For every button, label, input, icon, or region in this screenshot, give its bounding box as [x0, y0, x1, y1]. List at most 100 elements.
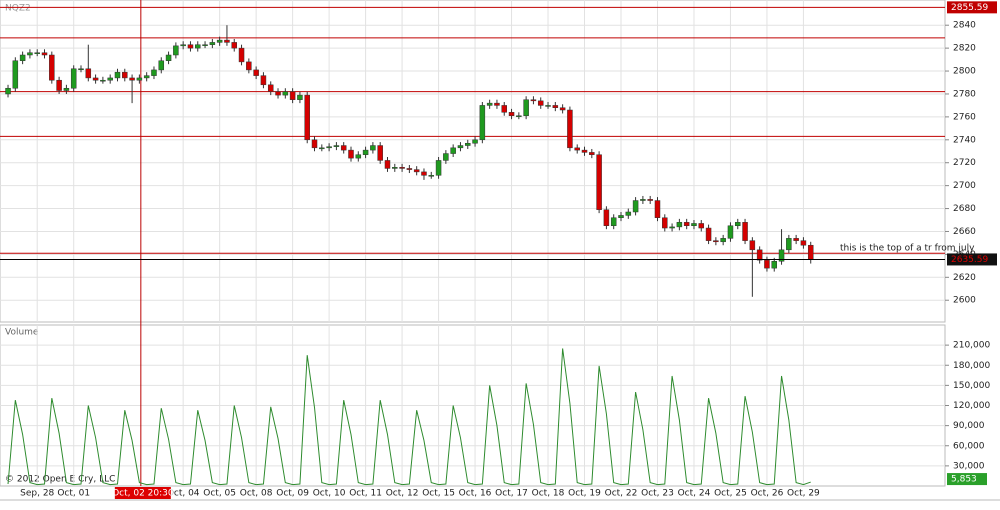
y-tick-label: 2820	[953, 44, 976, 54]
candle-body	[625, 211, 632, 216]
candle-body	[370, 145, 376, 151]
candle-body	[333, 145, 340, 147]
candle-body	[764, 259, 770, 269]
candle-body	[494, 102, 500, 106]
candle-body	[362, 149, 369, 155]
candle-body	[654, 200, 661, 218]
y-tick-label: 150,000	[953, 381, 990, 391]
candle-body	[603, 209, 610, 226]
candle-body	[180, 44, 186, 47]
y-tick-label: 2800	[953, 67, 976, 77]
y-tick-label: 2780	[953, 89, 976, 99]
x-tick-label: Oct, 09	[276, 489, 309, 499]
cursor-label: Oct, 02 20:30	[112, 489, 174, 499]
candle-body	[640, 199, 646, 201]
level-label: 2855.59	[951, 3, 988, 13]
candle-body	[574, 147, 580, 151]
candle-body	[151, 69, 157, 76]
candle-body	[691, 223, 697, 226]
candle-body	[187, 44, 194, 49]
candle-body	[392, 167, 398, 169]
candle-body	[421, 171, 427, 176]
candle-body	[78, 68, 84, 71]
candle-body	[165, 54, 172, 61]
x-tick-label: Oct, 16	[459, 489, 492, 499]
candle-body	[457, 145, 464, 149]
candle-body	[435, 160, 442, 176]
candle-body	[34, 52, 40, 54]
candle-body	[129, 77, 135, 81]
x-tick-label: Sep, 28	[20, 489, 54, 499]
x-tick-label: Oct, 25	[714, 489, 747, 499]
candle-body	[260, 75, 267, 86]
x-tick-label: Oct, 23	[641, 489, 674, 499]
candle-body	[143, 75, 150, 79]
candle-body	[319, 147, 325, 150]
candle-body	[567, 109, 573, 149]
candle-body	[618, 215, 624, 218]
candle-body	[523, 99, 529, 116]
candle-body	[800, 240, 807, 246]
cursor-label-box	[114, 487, 171, 499]
candle-body	[384, 160, 391, 169]
y-tick-label: 90,000	[953, 421, 985, 431]
last-price-box	[947, 253, 997, 266]
x-tick-label: Oct, 19	[568, 489, 601, 499]
candle-body	[778, 249, 785, 262]
candle-body	[676, 222, 683, 228]
candle-body	[209, 42, 216, 45]
candle-body	[413, 169, 420, 173]
y-tick-label: 30,000	[953, 461, 985, 471]
candle-body	[807, 244, 814, 260]
candle-body	[377, 145, 383, 161]
candle-body	[136, 77, 143, 81]
candle-body	[100, 79, 106, 82]
candle-body	[231, 42, 237, 49]
x-tick-label: Oct, 04	[167, 489, 200, 499]
candle-body	[12, 60, 19, 89]
candle-body	[27, 52, 33, 56]
candle-body	[107, 77, 113, 81]
x-tick-label: Oct, 17	[495, 489, 528, 499]
y-tick-label: 210,000	[953, 341, 990, 351]
y-tick-label: 2600	[953, 296, 976, 306]
volume-label-box	[947, 473, 987, 486]
y-tick-label: 2760	[953, 112, 976, 122]
candle-body	[216, 39, 223, 43]
candle-body	[399, 167, 405, 169]
candle-body	[720, 238, 726, 243]
candle-body	[545, 105, 551, 107]
candle-body	[647, 199, 653, 201]
candle-body	[486, 102, 493, 106]
y-tick-label: 2740	[953, 135, 976, 145]
candle-body	[530, 99, 537, 102]
candle-body	[92, 77, 99, 81]
candle-body	[122, 71, 128, 79]
y-tick-label: 2660	[953, 227, 976, 237]
candle-body	[19, 54, 26, 61]
candle-body	[114, 71, 121, 79]
candle-body	[669, 226, 675, 229]
x-tick-label: Oct, 24	[678, 489, 711, 499]
x-tick-label: Oct, 05	[203, 489, 236, 499]
candle-body	[683, 222, 690, 226]
last-price-label: 2635.59	[951, 255, 988, 265]
candle-body	[632, 200, 639, 213]
candle-body	[238, 47, 245, 63]
y-tick-label: 2840	[953, 21, 976, 31]
x-tick-label: Oct, 22	[605, 489, 638, 499]
candle-body	[355, 154, 362, 159]
symbol: NQZ2	[5, 4, 31, 14]
y-tick-label: 60,000	[953, 441, 985, 451]
candle-body	[340, 145, 347, 151]
volume-title: Volume	[5, 328, 39, 338]
candle-body	[450, 147, 456, 154]
y-tick-label: 2700	[953, 181, 976, 191]
candle-body	[63, 87, 70, 91]
x-tick-label: Oct, 12	[386, 489, 419, 499]
candle-body	[348, 149, 354, 159]
candle-body	[472, 139, 478, 144]
candle-body	[195, 44, 201, 49]
y-tick-label: 180,000	[953, 361, 990, 371]
volume-current-label: 5,853	[951, 475, 977, 485]
